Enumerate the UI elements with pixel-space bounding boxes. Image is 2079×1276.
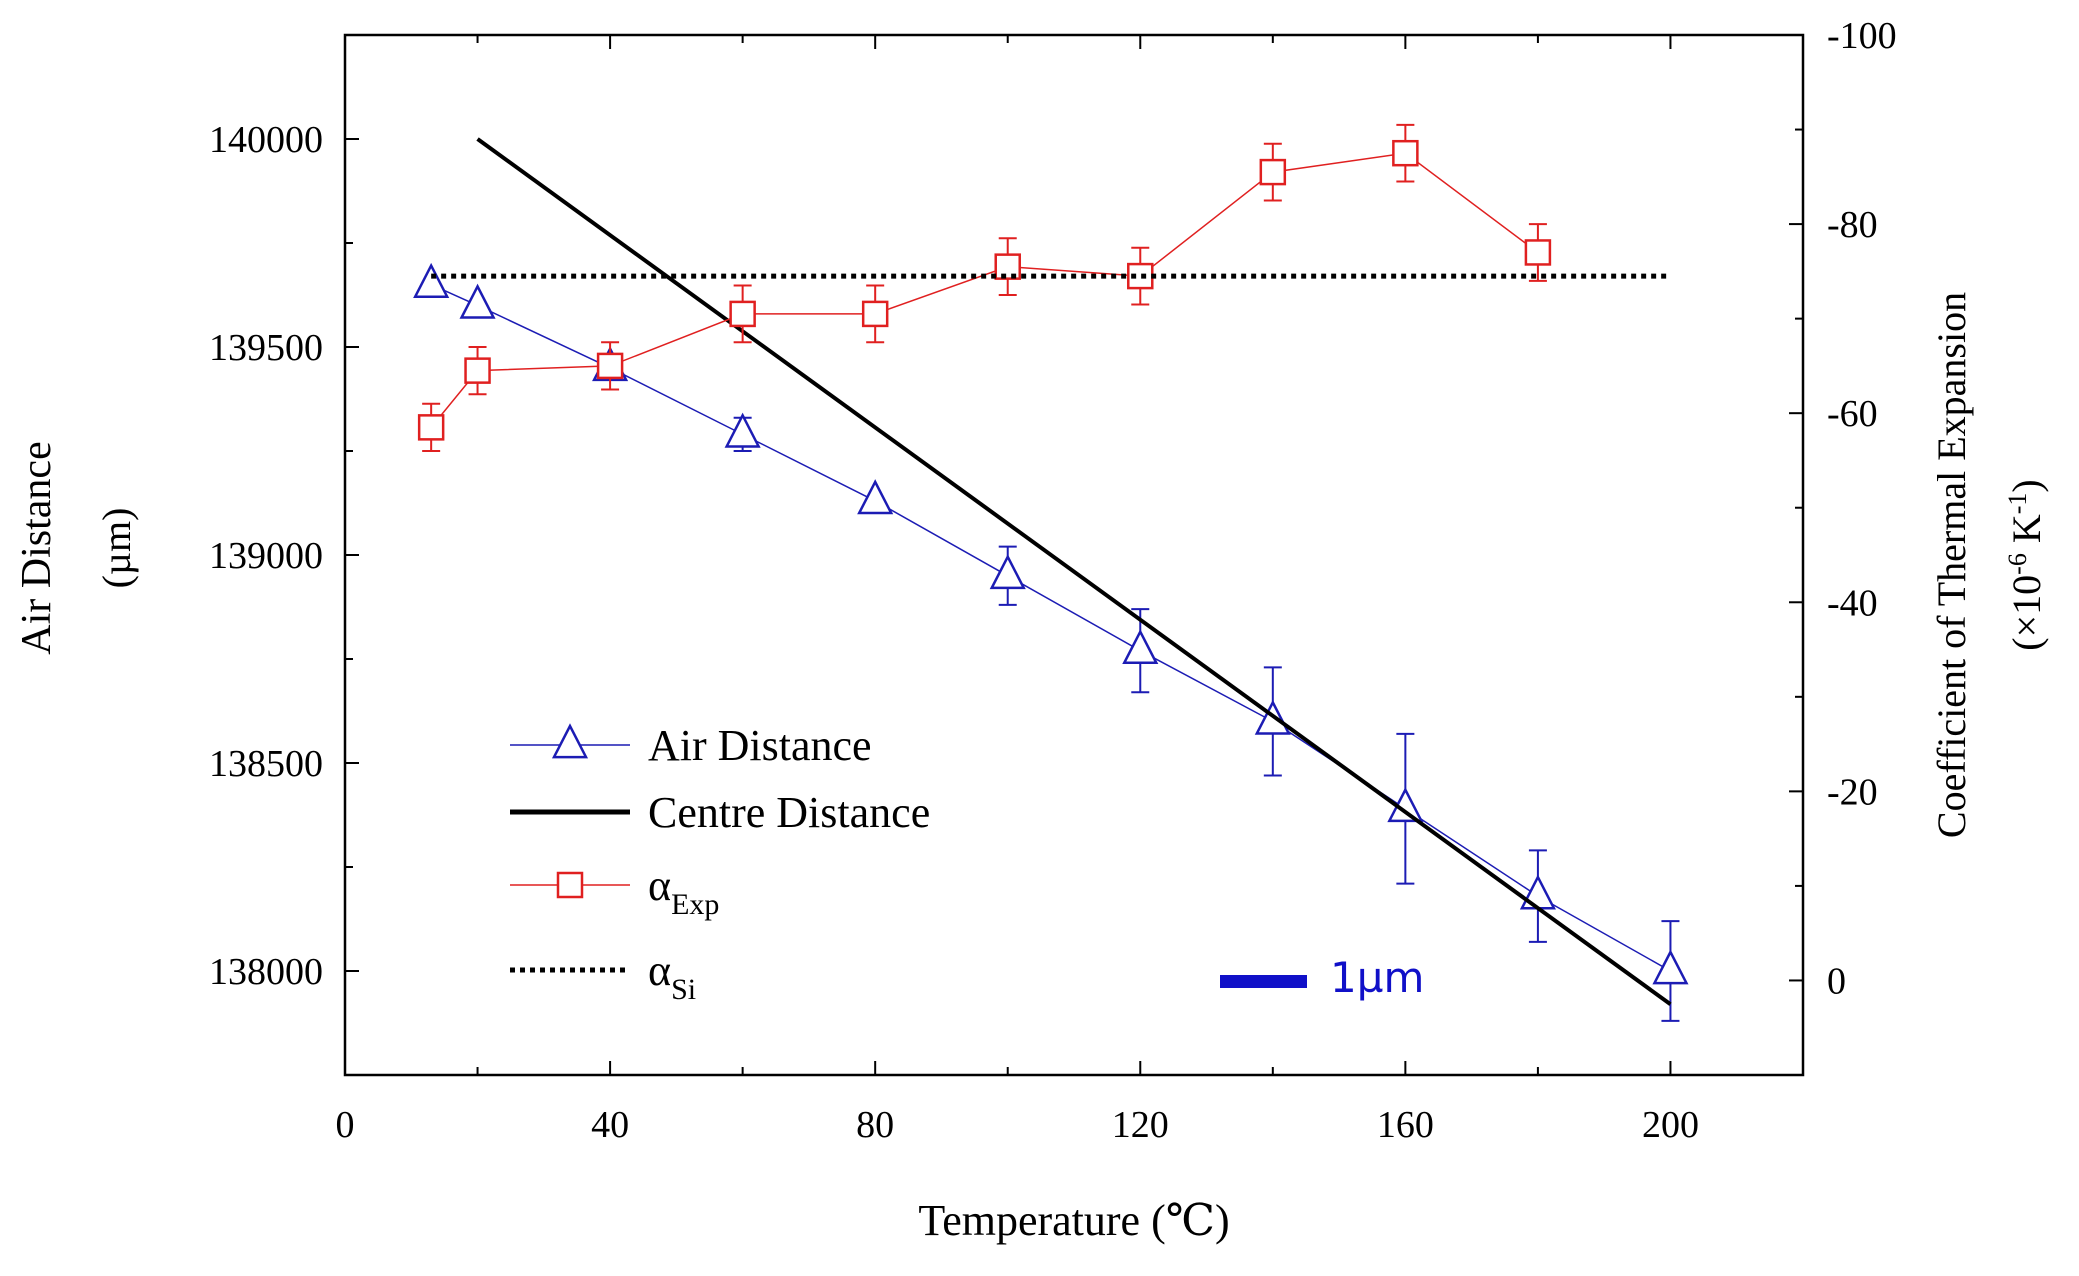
y-right-tick-label: 0 [1827,960,1846,1002]
legend-label-subscript: Exp [671,888,719,921]
legend-label: αExp [648,861,719,921]
data-point-triangle [1652,949,1689,985]
data-point-triangle [1519,874,1556,910]
data-point-square [1524,239,1552,266]
data-point-triangle [724,412,761,448]
axes-frame: 0 40 80 120 160 200 138000 138500 139000 139500 14… [209,15,1897,1146]
y-left-tick-label: 140000 [209,119,323,161]
y-left-tick-label: 138500 [209,743,323,785]
left-axis-title-line2: (µm) [94,508,139,589]
right-unit-suffix: ) [2004,479,2049,492]
data-point-square [861,300,889,328]
plot-area [413,123,1689,1022]
y-right-tick-label: -100 [1827,15,1897,57]
right-unit-mid: K [2004,514,2049,553]
data-point-square [596,352,624,380]
data-point-triangle [1122,628,1159,665]
right-unit-prefix: (×10 [2004,575,2049,651]
data-point-square [1392,139,1419,167]
legend-item: αSi [510,946,696,1006]
data-point-triangle [857,479,894,515]
series-line [476,137,1672,1006]
x-tick-label: 200 [1642,1104,1699,1146]
legend-label: Centre Distance [648,788,930,837]
data-point-triangle [459,283,496,319]
y-left-tick-label: 139500 [209,327,323,369]
scale-bar-label: 1µm [1330,953,1424,1002]
y-left-tick-label: 138000 [209,951,323,993]
data-point-square [417,414,445,441]
scale-bar [1220,975,1307,988]
legend-label: αSi [648,946,696,1006]
legend-item: αExp [510,861,719,921]
plot-frame [343,33,1805,1077]
x-axis-title: Temperature (℃) [918,1196,1229,1245]
y-right-tick-label: -20 [1827,771,1878,813]
x-tick-label: 160 [1377,1104,1434,1146]
data-point-square [729,300,756,328]
y-right-tick-label: -80 [1827,204,1878,246]
left-axis-title: Air Distance [14,441,60,654]
left-axis-unit: (µm) [94,508,139,589]
x-tick-label: 80 [856,1104,894,1146]
legend-marker-triangle [551,723,589,759]
right-axis-title: Coefficient of Thermal Expansion [1929,292,1974,838]
legend-label: Air Distance [648,721,872,770]
series-2 [417,123,1552,452]
y-right-tick-label: -40 [1827,582,1878,624]
left-axis-title-line1: Air Distance [14,441,60,654]
right-unit-exp1: -6 [2003,553,2032,575]
legend: Air Distance Centre Distance αExp αSi [510,721,930,1006]
data-point-triangle [989,554,1026,590]
x-tick-label: 120 [1112,1104,1169,1146]
x-tick-label: 0 [336,1104,355,1146]
data-point-square [464,357,491,384]
x-tick-label: 40 [591,1104,629,1146]
legend-item: Air Distance [510,721,872,770]
right-axis-unit: (×10-6 K-1) [2003,479,2049,650]
right-axis-title-line1: Coefficient of Thermal Expansion [1929,292,1974,838]
y-left-tick-label: 139000 [209,535,323,577]
data-point-square [1259,158,1287,186]
right-unit-exp2: -1 [2003,493,2032,515]
series-1 [476,137,1672,1006]
y-right-tick-label: -60 [1827,393,1878,435]
legend-item: Centre Distance [510,788,930,837]
right-axis-title-line2: (×10-6 K-1) [2003,479,2049,650]
legend-label-subscript: Si [671,973,696,1006]
data-point-triangle [413,262,450,298]
legend-marker-square [556,871,584,899]
series-line [430,152,1539,428]
